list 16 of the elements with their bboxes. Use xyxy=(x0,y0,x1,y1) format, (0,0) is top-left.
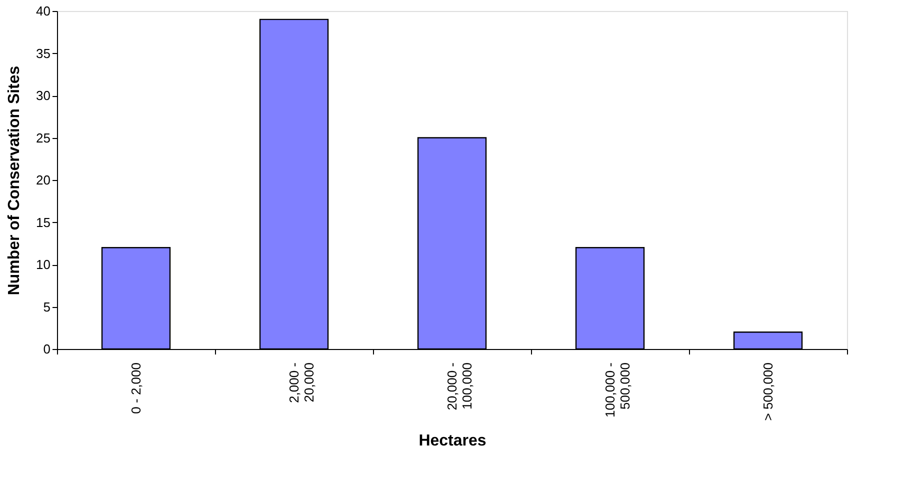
y-tick-label: 35 xyxy=(36,46,50,61)
y-tick-label: 25 xyxy=(36,130,50,146)
y-tick-label: 0 xyxy=(43,342,50,356)
x-tick-label: 20,000 - 100,000 xyxy=(444,362,474,410)
y-tick-label: 10 xyxy=(36,257,50,272)
x-axis-title: Hectares xyxy=(418,432,486,450)
x-tick-label: 0 - 2,000 xyxy=(128,362,144,414)
x-tick-label: > 500,000 xyxy=(760,362,776,421)
x-tick-label: 2,000 - 20,000 xyxy=(286,362,316,403)
y-tick-label: 30 xyxy=(36,88,50,103)
y-tick-label: 40 xyxy=(36,4,50,18)
x-tick-label: 100,000 - 500,000 xyxy=(602,362,632,418)
y-axis-title: Number of Conservation Sites xyxy=(6,66,24,296)
y-tick-label: 15 xyxy=(36,214,50,230)
y-tick-label: 5 xyxy=(43,299,50,314)
y-tick-label: 20 xyxy=(36,172,50,188)
